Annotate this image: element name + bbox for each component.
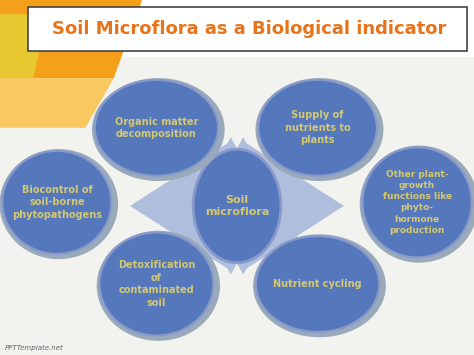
Text: Biocontrol of
soil-borne
phytopathogens: Biocontrol of soil-borne phytopathogens [12, 185, 102, 220]
FancyBboxPatch shape [0, 57, 474, 355]
Ellipse shape [2, 151, 111, 254]
Ellipse shape [97, 231, 220, 341]
Text: PPTTemplate.net: PPTTemplate.net [5, 345, 64, 351]
Text: Nutrient cycling: Nutrient cycling [273, 279, 362, 289]
Text: Soil Microflora as a Biological indicator: Soil Microflora as a Biological indicato… [52, 20, 446, 38]
Ellipse shape [193, 149, 281, 263]
Polygon shape [0, 0, 142, 78]
Text: Supply of
nutrients to
plants: Supply of nutrients to plants [285, 110, 350, 145]
Ellipse shape [253, 234, 386, 337]
Ellipse shape [92, 78, 225, 181]
Ellipse shape [360, 146, 474, 263]
Text: Detoxification
of
contaminated
soil: Detoxification of contaminated soil [118, 261, 195, 307]
Text: Soil
microflora: Soil microflora [205, 195, 269, 217]
Ellipse shape [256, 236, 379, 332]
Text: Other plant-
growth
functions like
phyto-
hormone
production: Other plant- growth functions like phyto… [383, 170, 452, 235]
Ellipse shape [0, 149, 118, 259]
Polygon shape [0, 78, 114, 128]
Ellipse shape [100, 233, 213, 335]
Ellipse shape [258, 80, 377, 176]
Ellipse shape [95, 80, 218, 176]
FancyBboxPatch shape [28, 7, 467, 51]
Text: Organic matter
decomposition: Organic matter decomposition [115, 116, 198, 139]
Ellipse shape [363, 147, 472, 257]
Ellipse shape [255, 78, 383, 181]
Polygon shape [0, 14, 47, 78]
